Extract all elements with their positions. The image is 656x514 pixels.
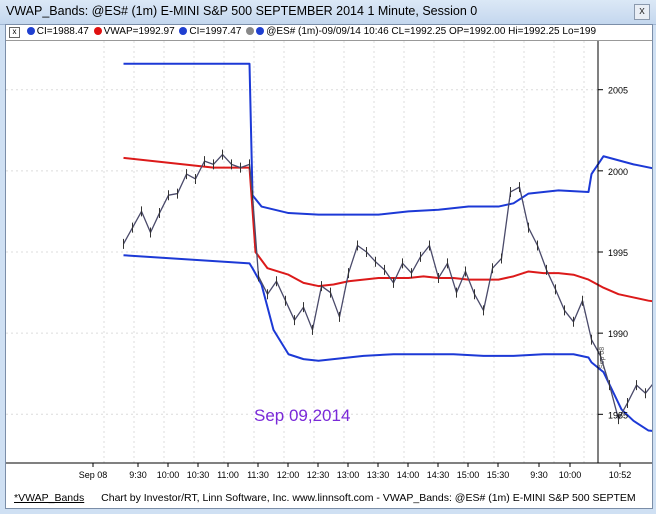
y-tick-label: 1990 xyxy=(608,329,628,339)
x-tick-label: 15:30 xyxy=(487,470,510,480)
series-line-lower_band xyxy=(123,254,652,432)
footer-credit: Chart by Investor/RT, Linn Software, Inc… xyxy=(101,492,636,504)
series-line-upper_band xyxy=(123,62,652,216)
window-titlebar: VWAP_Bands: @ES# (1m) E-MINI S&P 500 SEP… xyxy=(0,0,656,25)
x-tick-label: 11:00 xyxy=(217,470,239,480)
y-tick-label: 1995 xyxy=(608,248,628,258)
side-marker: Sep 08 xyxy=(599,347,606,369)
price-chart[interactable]: 1985 1990 1995 2000 2005 Sep 08 9:30 10:00 10:3… xyxy=(6,41,652,495)
x-tick-label: 9:30 xyxy=(129,470,147,480)
x-tick-label: 12:30 xyxy=(307,470,330,480)
x-tick-label: 10:00 xyxy=(157,470,180,480)
close-icon[interactable]: x xyxy=(634,4,650,20)
x-tick-label: 12:00 xyxy=(277,470,300,480)
chart-window: x CI=1988.47 VWAP=1992.97 CI=1997.47 @ES… xyxy=(5,24,653,496)
legend-dot-icon xyxy=(179,27,188,35)
x-tick-label: 14:30 xyxy=(427,470,450,480)
y-tick-label: 2005 xyxy=(608,86,628,96)
x-tick-label: 10:52 xyxy=(609,470,632,480)
y-tick-label: 2000 xyxy=(608,167,628,177)
x-tick-label: 9:30 xyxy=(530,470,548,480)
x-tick-label: 10:00 xyxy=(559,470,582,480)
x-tick-label: Sep 08 xyxy=(79,470,108,480)
x-tick-label: 14:00 xyxy=(397,470,420,480)
legend-dot-icon xyxy=(246,27,255,35)
status-footer: *VWAP_Bands Chart by Investor/RT, Linn S… xyxy=(5,492,653,509)
chart-annotation: Sep 09,2014 xyxy=(254,406,350,425)
y-tick-label: 1985 xyxy=(608,410,628,420)
tab-vwap-bands[interactable]: *VWAP_Bands xyxy=(14,492,85,504)
legend-item-vwap[interactable]: VWAP=1992.97 xyxy=(93,25,175,39)
legend-dot-icon xyxy=(93,27,102,35)
x-tick-label: 15:00 xyxy=(457,470,480,480)
legend-item-price[interactable]: @ES# (1m)-09/09/14 10:46 CL=1992.25 OP=1… xyxy=(246,25,596,39)
x-tick-label: 13:00 xyxy=(337,470,360,480)
legend-dot-icon xyxy=(256,27,265,35)
series-line-vwap xyxy=(123,156,652,303)
x-tick-label: 13:30 xyxy=(367,470,390,480)
window-title: VWAP_Bands: @ES# (1m) E-MINI S&P 500 SEP… xyxy=(6,4,478,18)
legend-close-icon[interactable]: x xyxy=(9,27,20,38)
legend-dot-icon xyxy=(26,27,35,35)
legend-item-upper-ci[interactable]: CI=1997.47 xyxy=(179,25,241,39)
x-tick-label: 10:30 xyxy=(187,470,210,480)
legend-item-lower-ci[interactable]: CI=1988.47 xyxy=(26,25,89,39)
x-tick-label: 11:30 xyxy=(247,470,269,480)
chart-legend: x CI=1988.47 VWAP=1992.97 CI=1997.47 @ES… xyxy=(6,25,652,41)
